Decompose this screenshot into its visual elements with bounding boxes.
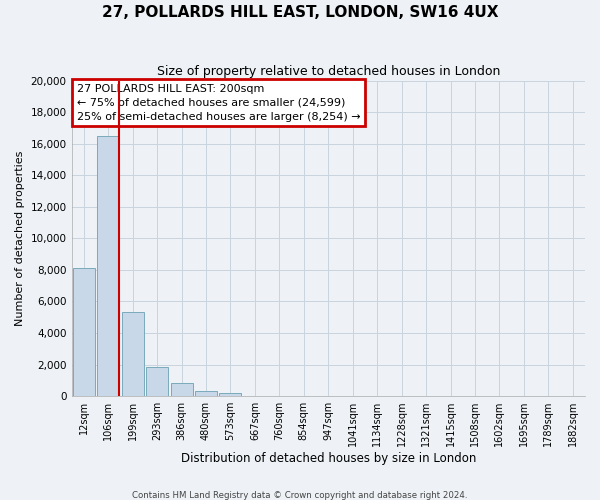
Y-axis label: Number of detached properties: Number of detached properties	[15, 150, 25, 326]
X-axis label: Distribution of detached houses by size in London: Distribution of detached houses by size …	[181, 452, 476, 465]
Bar	[170, 384, 193, 396]
Bar	[146, 367, 168, 396]
Title: Size of property relative to detached houses in London: Size of property relative to detached ho…	[157, 65, 500, 78]
Bar	[97, 136, 119, 396]
Bar	[73, 268, 95, 396]
Text: Contains HM Land Registry data © Crown copyright and database right 2024.: Contains HM Land Registry data © Crown c…	[132, 490, 468, 500]
Bar	[195, 390, 217, 396]
Text: 27 POLLARDS HILL EAST: 200sqm
← 75% of detached houses are smaller (24,599)
25% : 27 POLLARDS HILL EAST: 200sqm ← 75% of d…	[77, 84, 361, 122]
Text: 27, POLLARDS HILL EAST, LONDON, SW16 4UX: 27, POLLARDS HILL EAST, LONDON, SW16 4UX	[102, 5, 498, 20]
Bar	[220, 393, 241, 396]
Bar	[122, 312, 143, 396]
